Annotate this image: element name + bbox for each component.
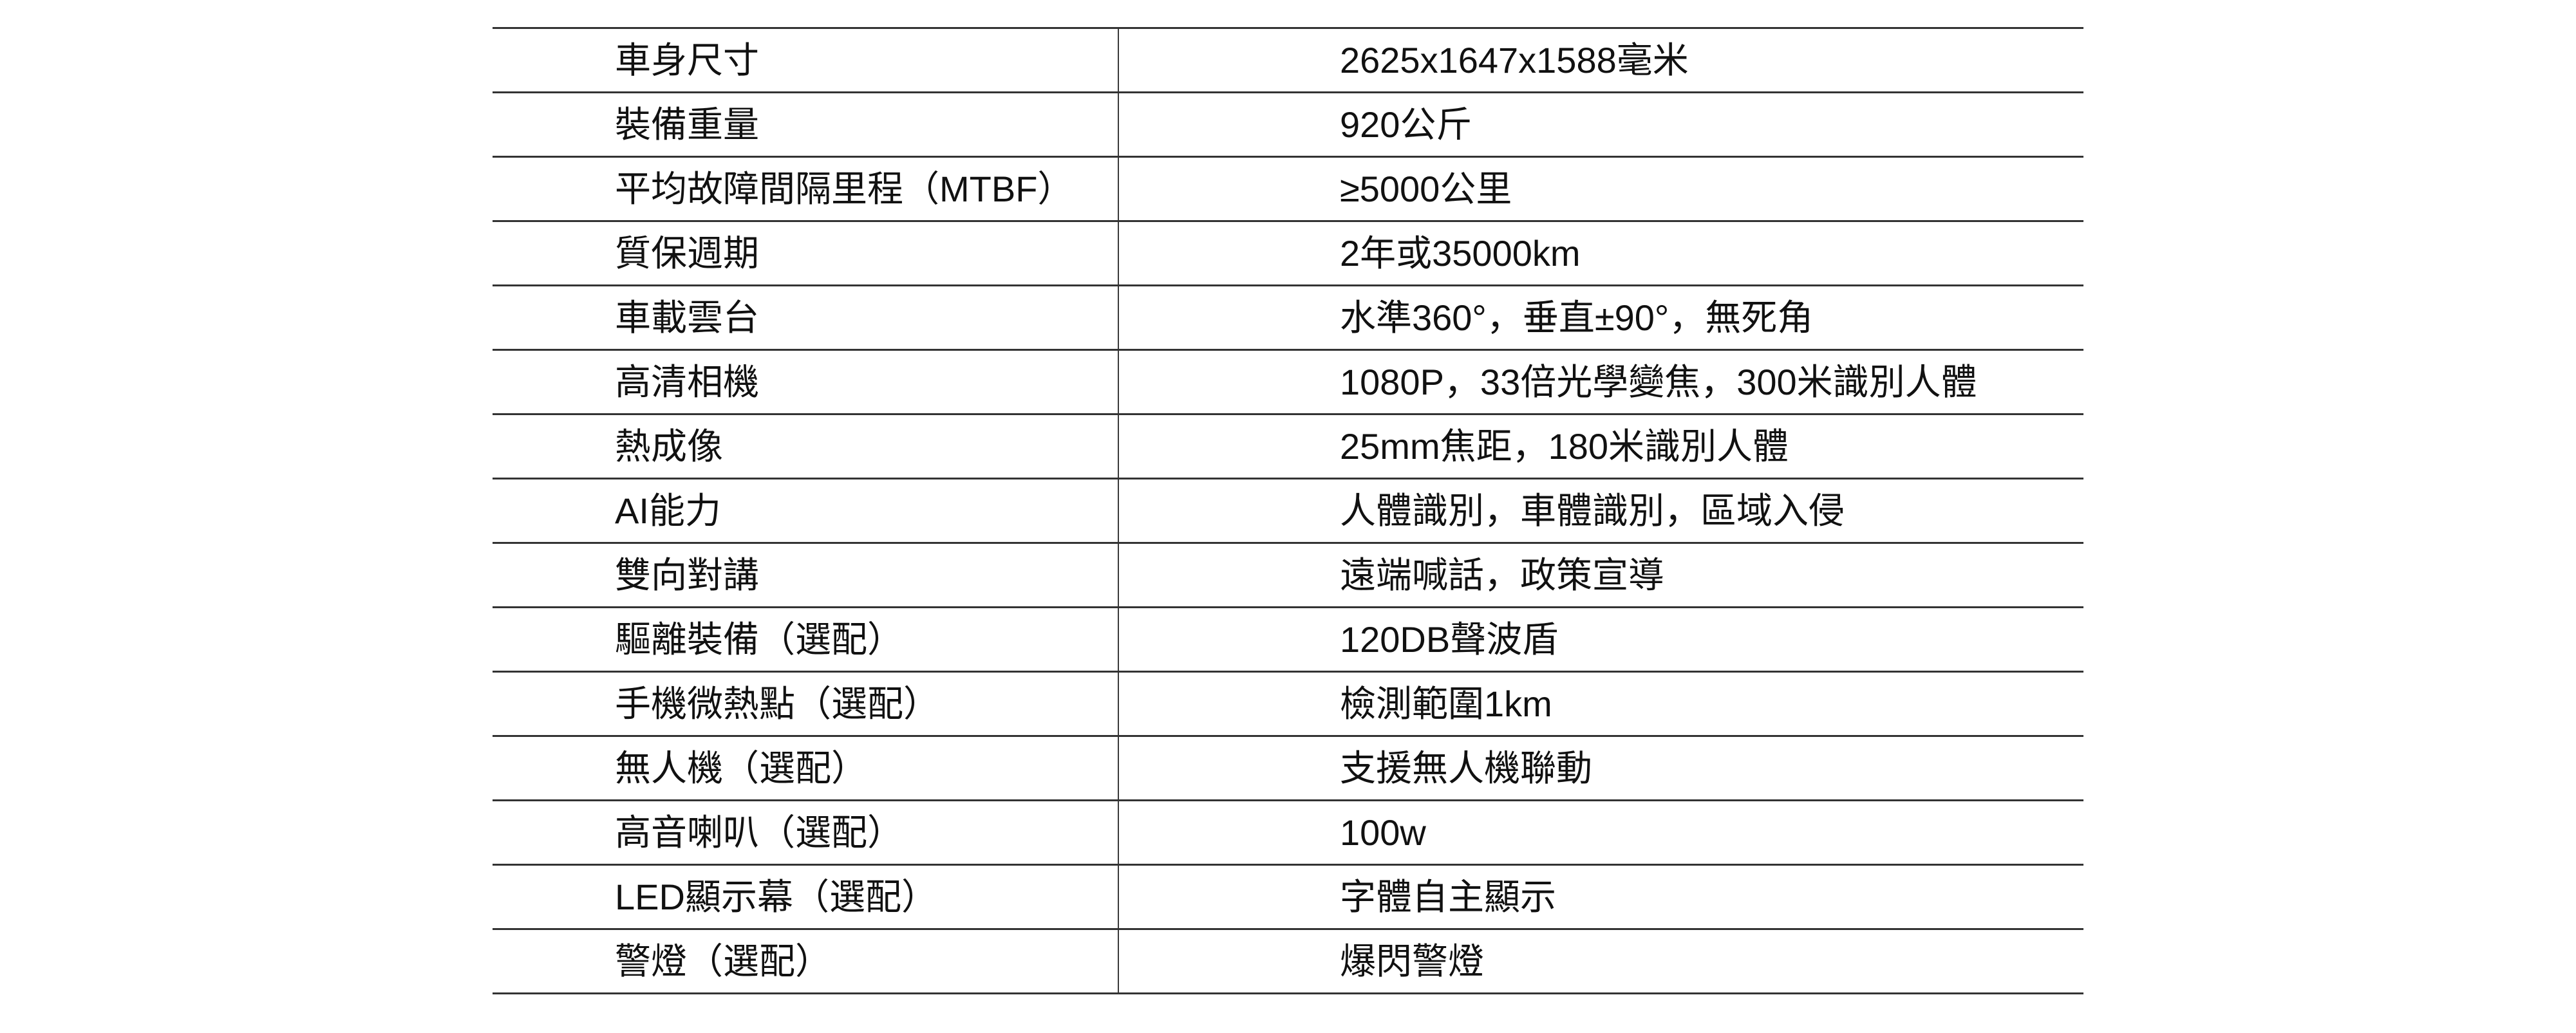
- spec-value: 920公斤: [1118, 91, 2083, 157]
- table-row: LED顯示幕（選配） 字體自主顯示: [493, 864, 2083, 929]
- spec-label: 雙向對講: [493, 542, 1119, 608]
- table-row: 車身尺寸 2625x1647x1588毫米: [493, 27, 2083, 93]
- spec-value: 檢測範圍1km: [1118, 671, 2083, 736]
- spec-label: 驅離裝備（選配）: [493, 606, 1119, 672]
- spec-label: 高清相機: [493, 349, 1119, 414]
- spec-label: 車載雲台: [493, 284, 1119, 350]
- spec-value: 120DB聲波盾: [1118, 606, 2083, 672]
- spec-value: 2年或35000km: [1118, 220, 2083, 286]
- spec-value: 遠端喊話，政策宣導: [1118, 542, 2083, 608]
- spec-label: 警燈（選配）: [493, 928, 1119, 994]
- spec-label: LED顯示幕（選配）: [493, 864, 1119, 929]
- spec-label: 手機微熱點（選配）: [493, 671, 1119, 736]
- table-row: 平均故障間隔里程（MTBF） ≥5000公里: [493, 156, 2083, 221]
- spec-label: AI能力: [493, 478, 1119, 543]
- table-row: AI能力 人體識別，車體識別，區域入侵: [493, 478, 2083, 543]
- spec-value: 字體自主顯示: [1118, 864, 2083, 929]
- table-row: 高音喇叭（選配） 100w: [493, 799, 2083, 865]
- table-row: 警燈（選配） 爆閃警燈: [493, 928, 2083, 994]
- spec-label: 裝備重量: [493, 91, 1119, 157]
- spec-value: 人體識別，車體識別，區域入侵: [1118, 478, 2083, 543]
- spec-label: 無人機（選配）: [493, 735, 1119, 801]
- table-row: 車載雲台 水準360°，垂直±90°，無死角: [493, 284, 2083, 350]
- spec-value: ≥5000公里: [1118, 156, 2083, 221]
- spec-value: 25mm焦距，180米識別人體: [1118, 413, 2083, 479]
- spec-table: 車身尺寸 2625x1647x1588毫米 裝備重量 920公斤 平均故障間隔里…: [493, 27, 2083, 994]
- spec-value: 水準360°，垂直±90°，無死角: [1118, 284, 2083, 350]
- spec-label: 車身尺寸: [493, 27, 1119, 93]
- spec-label: 熱成像: [493, 413, 1119, 479]
- spec-value: 支援無人機聯動: [1118, 735, 2083, 801]
- table-row: 高清相機 1080P，33倍光學變焦，300米識別人體: [493, 349, 2083, 414]
- table-row: 雙向對講 遠端喊話，政策宣導: [493, 542, 2083, 608]
- spec-label: 質保週期: [493, 220, 1119, 286]
- spec-value: 1080P，33倍光學變焦，300米識別人體: [1118, 349, 2083, 414]
- table-row: 無人機（選配） 支援無人機聯動: [493, 735, 2083, 801]
- spec-value: 爆閃警燈: [1118, 928, 2083, 994]
- table-row: 驅離裝備（選配） 120DB聲波盾: [493, 606, 2083, 672]
- table-row: 熱成像 25mm焦距，180米識別人體: [493, 413, 2083, 479]
- table-row: 質保週期 2年或35000km: [493, 220, 2083, 286]
- spec-label: 平均故障間隔里程（MTBF）: [493, 156, 1119, 221]
- spec-value: 100w: [1118, 799, 2083, 865]
- table-row: 裝備重量 920公斤: [493, 91, 2083, 157]
- table-row: 手機微熱點（選配） 檢測範圍1km: [493, 671, 2083, 736]
- spec-label: 高音喇叭（選配）: [493, 799, 1119, 865]
- spec-value: 2625x1647x1588毫米: [1118, 27, 2083, 93]
